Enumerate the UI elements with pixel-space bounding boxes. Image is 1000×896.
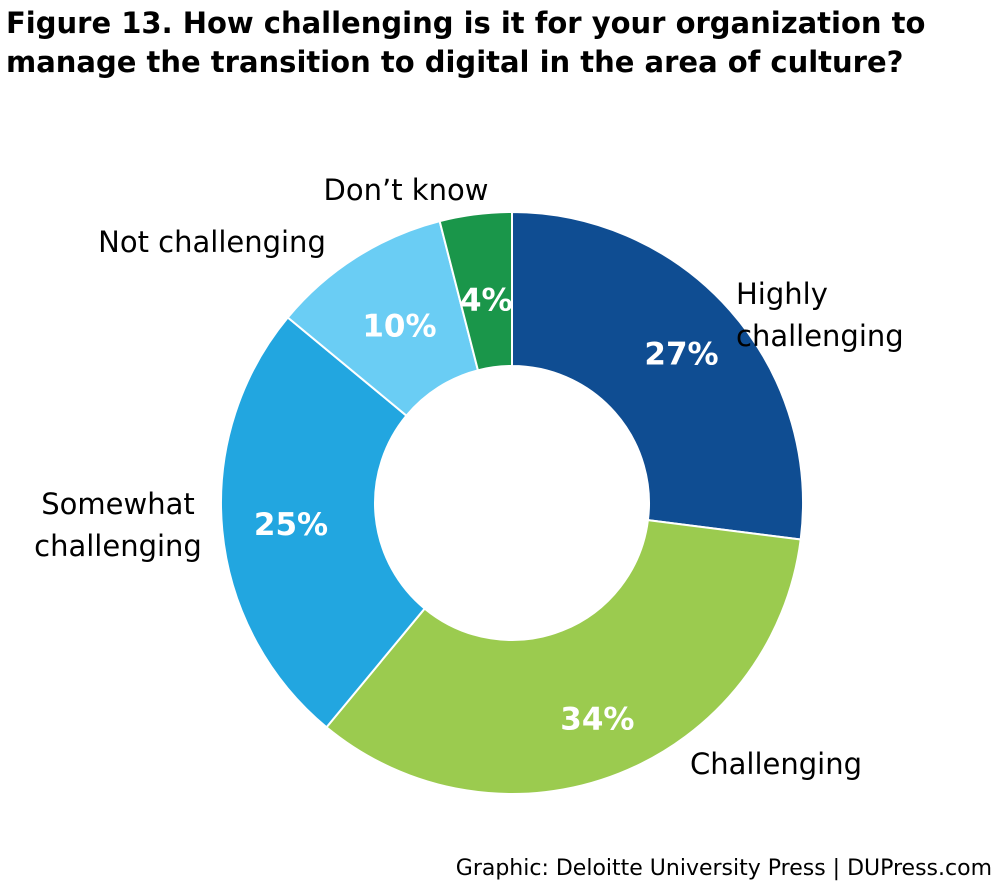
value-label-highly-challenging: 27% <box>644 337 718 373</box>
slice-somewhat-challenging <box>220 316 427 729</box>
category-label-highly-challenging: Highly challenging <box>736 277 904 353</box>
category-label-not-challenging: Not challenging <box>98 225 326 259</box>
source-credit: Graphic: Deloitte University Press | DUP… <box>455 856 992 881</box>
slice-don-t-know <box>438 210 513 372</box>
chart-labels: 27% Highly challenging 34% Challenging 25% Som… <box>34 173 904 781</box>
value-label-challenging: 34% <box>560 702 634 738</box>
value-label-somewhat-challenging: 25% <box>254 507 328 543</box>
chart-slices <box>220 210 804 795</box>
slice-challenging <box>325 519 802 795</box>
slice-highly-challenging <box>511 210 804 541</box>
chart-title: Figure 13. How challenging is it for you… <box>6 6 926 79</box>
value-label-don-t-know: 4% <box>460 283 513 319</box>
value-label-not-challenging: 10% <box>362 309 436 345</box>
category-label-somewhat-challenging: Somewhat challenging <box>34 487 202 563</box>
category-label-don-t-know: Don’t know <box>324 173 489 207</box>
category-label-challenging: Challenging <box>690 747 862 781</box>
